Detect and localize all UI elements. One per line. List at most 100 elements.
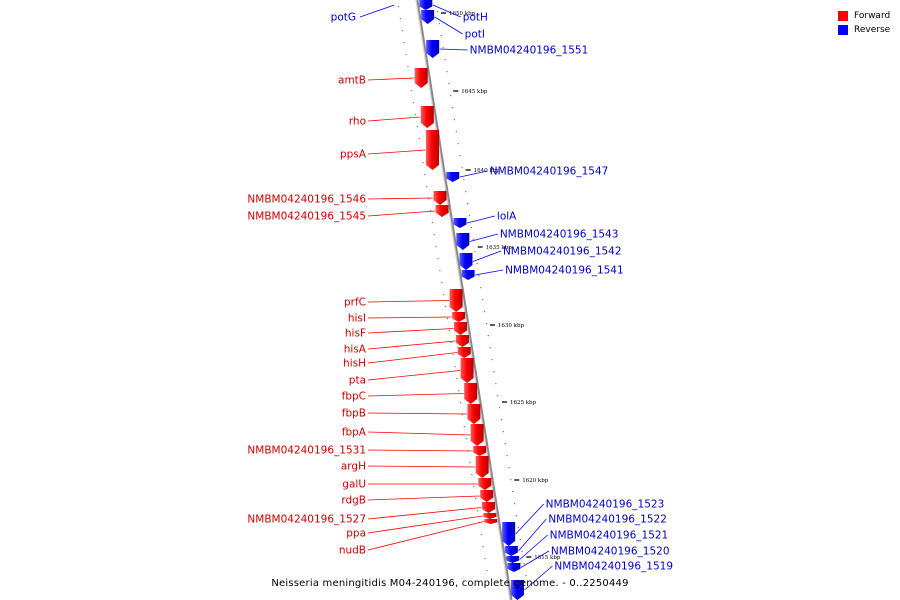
track-dot bbox=[438, 23, 441, 25]
reverse-gene-arrow bbox=[510, 580, 524, 600]
reverse-gene-label: potG bbox=[331, 12, 356, 24]
track-dot bbox=[519, 539, 521, 541]
forward-gene-leader bbox=[367, 340, 456, 350]
track-dot bbox=[476, 510, 479, 512]
forward-gene-label: rho bbox=[349, 116, 366, 128]
reverse-swatch bbox=[838, 25, 848, 35]
track-dot bbox=[472, 239, 474, 241]
track-dot bbox=[433, 234, 435, 236]
track-dot bbox=[523, 563, 525, 565]
reverse-gene-leader bbox=[432, 4, 461, 18]
forward-gene-arrow bbox=[453, 322, 467, 335]
track-dot bbox=[468, 215, 471, 217]
track-dot bbox=[405, 54, 407, 56]
reverse-gene-arrow bbox=[421, 10, 435, 24]
forward-gene-leader bbox=[367, 370, 461, 381]
reverse-gene-arrow bbox=[453, 218, 467, 228]
legend-reverse: Reverse bbox=[838, 23, 890, 37]
track-dot bbox=[454, 366, 456, 368]
forward-gene-leader bbox=[367, 77, 415, 81]
legend: Forward Reverse bbox=[838, 9, 890, 37]
scale-tick-label: 1650 kbp bbox=[449, 11, 476, 17]
reverse-gene-leader bbox=[439, 48, 468, 51]
forward-gene-arrow bbox=[426, 130, 439, 170]
track-dot bbox=[463, 426, 465, 428]
forward-gene-arrow bbox=[464, 383, 478, 404]
track-dot bbox=[456, 378, 458, 380]
forward-gene-label: hisA bbox=[344, 344, 367, 356]
reverse-gene-label: NMBM04240196_1551 bbox=[470, 45, 589, 57]
forward-gene-arrow bbox=[455, 335, 469, 347]
forward-gene-label: NMBM04240196_1546 bbox=[247, 194, 366, 206]
forward-gene-label: fbpB bbox=[342, 408, 366, 420]
reverse-gene-leader bbox=[520, 550, 550, 568]
reverse-gene-leader bbox=[359, 4, 395, 18]
track-dot bbox=[497, 395, 499, 397]
forward-gene-leader bbox=[367, 515, 483, 534]
track-dot bbox=[401, 30, 403, 32]
scale-tick-label: 1635 kbp bbox=[486, 245, 513, 251]
forward-gene-arrow bbox=[435, 205, 449, 217]
track-dot bbox=[482, 546, 484, 548]
track-dot bbox=[399, 18, 402, 20]
reverse-gene-arrow bbox=[507, 563, 521, 572]
forward-gene-label: hisH bbox=[343, 358, 366, 370]
forward-gene-leader bbox=[367, 507, 482, 520]
forward-gene-leader bbox=[367, 328, 454, 334]
reverse-genes: potG potH potI NMBM04240196_1551 NMBM0424019… bbox=[331, 0, 673, 600]
reverse-gene-label: NMBM04240196_1519 bbox=[554, 561, 673, 573]
track-dot bbox=[500, 419, 503, 421]
track-dot bbox=[437, 258, 439, 260]
forward-gene-leader bbox=[367, 465, 476, 468]
track-dots bbox=[397, 6, 529, 589]
forward-gene-label: argH bbox=[341, 461, 366, 473]
track-dot bbox=[411, 90, 413, 92]
forward-gene-arrow bbox=[470, 424, 484, 446]
forward-gene-arrow bbox=[452, 312, 466, 322]
reverse-gene-leader bbox=[469, 233, 498, 242]
track-dot bbox=[480, 534, 482, 536]
track-dot bbox=[461, 414, 464, 416]
track-dot bbox=[470, 227, 472, 229]
track-dot bbox=[403, 42, 405, 44]
forward-gene-label: NMBM04240196_1527 bbox=[247, 514, 366, 526]
track-dot bbox=[504, 443, 506, 445]
reverse-gene-leader bbox=[475, 269, 504, 276]
forward-gene-label: prfC bbox=[344, 297, 366, 309]
track-dot bbox=[495, 383, 497, 385]
scale-tick-label: 1630 kbp bbox=[498, 323, 525, 329]
forward-gene-label: hisF bbox=[345, 328, 366, 340]
track-dot bbox=[465, 438, 467, 440]
track-dot bbox=[450, 95, 452, 97]
track-dot bbox=[444, 306, 447, 308]
forward-genes: amtB rho ppsA NMBM04240196_1546 NMBM04240196… bbox=[247, 68, 498, 557]
track-dot bbox=[482, 299, 484, 301]
reverse-gene-label: NMBM04240196_1541 bbox=[505, 265, 624, 277]
track-dot bbox=[483, 311, 486, 313]
track-dot bbox=[517, 527, 519, 529]
reverse-gene-label: NMBM04240196_1543 bbox=[500, 229, 619, 241]
track-dot bbox=[474, 251, 476, 253]
track-dot bbox=[463, 179, 465, 181]
track-dot bbox=[426, 186, 428, 188]
forward-gene-arrow bbox=[478, 478, 492, 490]
track-dot bbox=[491, 359, 493, 361]
reverse-gene-label: NMBM04240196_1547 bbox=[490, 166, 609, 178]
track-dot bbox=[508, 467, 510, 469]
reverse-gene-leader bbox=[518, 518, 547, 552]
reverse-gene-label: NMBM04240196_1523 bbox=[546, 499, 665, 511]
track-dot bbox=[452, 354, 454, 356]
forward-gene-label: rdgB bbox=[341, 495, 366, 507]
forward-gene-label: pta bbox=[349, 375, 366, 387]
genome-caption: Neisseria meningitidis M04-240196, compl… bbox=[271, 578, 629, 589]
forward-gene-label: amtB bbox=[338, 75, 366, 87]
track-dot bbox=[458, 390, 460, 392]
reverse-gene-leader bbox=[519, 534, 548, 560]
track-dot bbox=[450, 342, 452, 344]
forward-gene-leader bbox=[367, 412, 467, 415]
forward-swatch bbox=[838, 11, 848, 21]
track-dot bbox=[453, 119, 456, 121]
forward-gene-leader bbox=[367, 521, 484, 551]
track-dot bbox=[525, 575, 527, 577]
